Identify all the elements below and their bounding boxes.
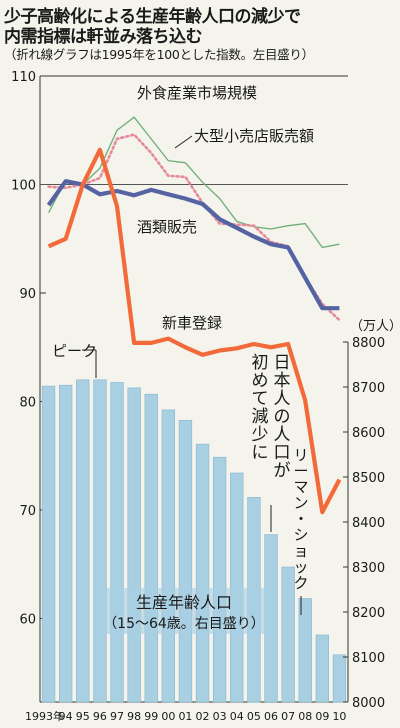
right-tick-label: 8000 — [352, 696, 385, 711]
bar-label-bg — [94, 588, 274, 634]
annotation-population-col2-char: 初 — [252, 353, 269, 373]
annotation-population-col1-char: の — [274, 407, 291, 427]
bar-03 — [213, 456, 227, 703]
chart-subtitle: （折れ線グラフは1995年を100とした指数。左目盛り） — [4, 47, 314, 62]
annotation-lehman-char: ッ — [293, 558, 308, 576]
chart-title-line-2: 内需指標は軒並み落ち込む — [4, 27, 203, 47]
left-tick-label: 100 — [11, 179, 36, 194]
bar-97 — [110, 382, 124, 703]
x-tick-label: 95 — [76, 710, 90, 723]
series-label: 大型小売店販売額 — [194, 127, 314, 145]
x-tick-label: 08 — [298, 710, 312, 723]
right-tick-label: 8100 — [352, 651, 385, 666]
left-tick-label: 70 — [19, 504, 36, 519]
x-tick-label: 99 — [144, 710, 158, 723]
annotation-lehman-char: シ — [293, 526, 308, 544]
annotation-lehman-char: マ — [293, 478, 308, 496]
bar-09 — [315, 634, 329, 703]
annotation-population-col1-char: が — [274, 461, 291, 481]
bar-04 — [230, 472, 244, 703]
annotation-peak: ピーク — [52, 342, 97, 360]
annotation-population-col1-char: 人 — [274, 389, 291, 409]
series-label: 外食産業市場規模 — [137, 84, 257, 102]
annotation-population-col1-char: 日 — [274, 353, 291, 373]
annotation-population-col1-char: 本 — [274, 371, 291, 391]
bar-98 — [127, 387, 141, 703]
bar-02 — [195, 443, 210, 703]
left-tick-label: 60 — [19, 613, 36, 628]
x-tick-label: 04 — [230, 710, 244, 723]
right-axis-unit: （万人） — [350, 319, 400, 334]
x-tick-label: 1993年 — [25, 709, 64, 723]
series-label: 新車登録 — [162, 314, 222, 332]
x-tick-label: 98 — [127, 710, 141, 723]
bar-00 — [161, 409, 175, 703]
series-line-0 — [48, 116, 340, 249]
annotation-lehman-char: ー — [293, 462, 308, 480]
annotation-population-col2-char: 減 — [252, 407, 269, 427]
x-tick-label: 09 — [315, 710, 329, 723]
left-tick-label: 90 — [19, 287, 36, 302]
annotation-population-col2-char: 少 — [252, 425, 269, 445]
x-tick-label: 02 — [196, 710, 210, 723]
bar-series-sublabel: （15〜64歳。右目盛り） — [103, 616, 265, 632]
x-tick-label: 94 — [59, 710, 73, 723]
bar-95 — [76, 379, 90, 703]
bar-series-label: 生産年齢人口 — [136, 593, 232, 612]
annotation-population-col1-char: 人 — [274, 425, 291, 445]
left-tick-label: 110 — [11, 70, 36, 85]
bar-07 — [281, 566, 295, 703]
series-label-bg — [160, 313, 226, 332]
bar-01 — [178, 419, 193, 703]
series-label-bg — [135, 217, 201, 236]
annotation-population-col2-char: め — [252, 371, 269, 391]
annotation-lehman-char: ク — [293, 574, 308, 592]
bar-10 — [332, 654, 347, 703]
left-tick-label: 80 — [19, 396, 36, 411]
right-tick-label: 8700 — [352, 381, 385, 396]
series-label: 酒類販売 — [137, 218, 197, 236]
right-tick-label: 8300 — [352, 561, 385, 576]
annotation-lehman-char: ョ — [293, 542, 308, 560]
series-line-2 — [46, 179, 340, 311]
right-tick-label: 8800 — [352, 336, 385, 351]
chart-title-line-1: 少子高齢化による生産年齢人口の減少で — [4, 7, 301, 27]
bar-96 — [93, 379, 107, 703]
x-tick-label: 03 — [213, 710, 227, 723]
x-tick-label: 01 — [178, 710, 192, 723]
right-tick-label: 8200 — [352, 606, 385, 621]
x-tick-label: 10 — [332, 710, 346, 723]
bar-08 — [298, 598, 312, 703]
x-tick-label: 07 — [281, 710, 295, 723]
annotation-population-col1-char: 口 — [274, 443, 291, 463]
series-line-1 — [47, 133, 341, 322]
right-tick-label: 8500 — [352, 471, 385, 486]
series-label-bg — [135, 83, 263, 102]
bar-99 — [144, 393, 158, 703]
right-tick-label: 8600 — [352, 426, 385, 441]
annotation-lehman-char: ン — [293, 494, 308, 512]
x-tick-label: 00 — [161, 710, 175, 723]
x-tick-label: 05 — [247, 710, 261, 723]
bar-1993年 — [41, 385, 56, 703]
right-tick-label: 8400 — [352, 516, 385, 531]
annotation-lehman-char: ・ — [293, 510, 308, 528]
series-label-bg — [192, 126, 320, 145]
x-tick-label: 97 — [110, 710, 124, 723]
annotation-population-col2-char: て — [252, 389, 269, 409]
x-tick-label: 96 — [93, 710, 107, 723]
x-tick-label: 06 — [264, 710, 278, 723]
annotation-lehman-char: リ — [293, 446, 308, 464]
annotation-population-col2-char: に — [252, 443, 269, 463]
leader-ogata — [174, 135, 193, 149]
bar-94 — [58, 384, 73, 703]
series-line-3 — [47, 147, 342, 515]
